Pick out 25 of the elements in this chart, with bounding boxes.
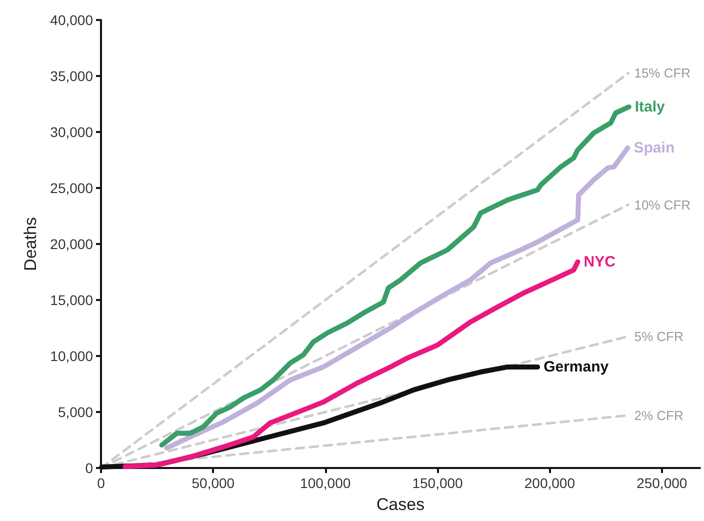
series-label: Germany — [544, 358, 610, 376]
y-tick-label: 0 — [85, 460, 94, 476]
x-tick-label: 250,000 — [636, 475, 688, 491]
series-label: NYC — [584, 253, 616, 270]
x-tick-label: 100,000 — [300, 475, 351, 491]
series-label: Italy — [634, 98, 666, 116]
y-tick-label: 25,000 — [50, 180, 94, 196]
y-tick-label: 30,000 — [50, 124, 94, 140]
series-label: 5% CFR — [634, 328, 684, 344]
series-label: Spain — [634, 139, 675, 156]
y-tick-label: 5,000 — [58, 404, 94, 420]
y-tick-label: 40,000 — [50, 12, 94, 28]
y-tick-label: 35,000 — [50, 68, 94, 84]
y-tick-label: 20,000 — [50, 236, 94, 252]
x-tick-label: 50,000 — [192, 475, 235, 491]
y-tick-label: 10,000 — [50, 348, 94, 364]
x-tick-label: 150,000 — [412, 475, 464, 491]
series-label: 15% CFR — [634, 66, 691, 81]
y-tick-label: 15,000 — [50, 292, 94, 308]
series-label: 10% CFR — [634, 197, 691, 212]
x-tick-label: 0 — [97, 475, 106, 491]
x-axis-title: Cases — [376, 495, 425, 514]
y-axis-title: Deaths — [21, 217, 40, 271]
x-tick-label: 200,000 — [524, 475, 576, 491]
series-label: 2% CFR — [634, 408, 684, 423]
